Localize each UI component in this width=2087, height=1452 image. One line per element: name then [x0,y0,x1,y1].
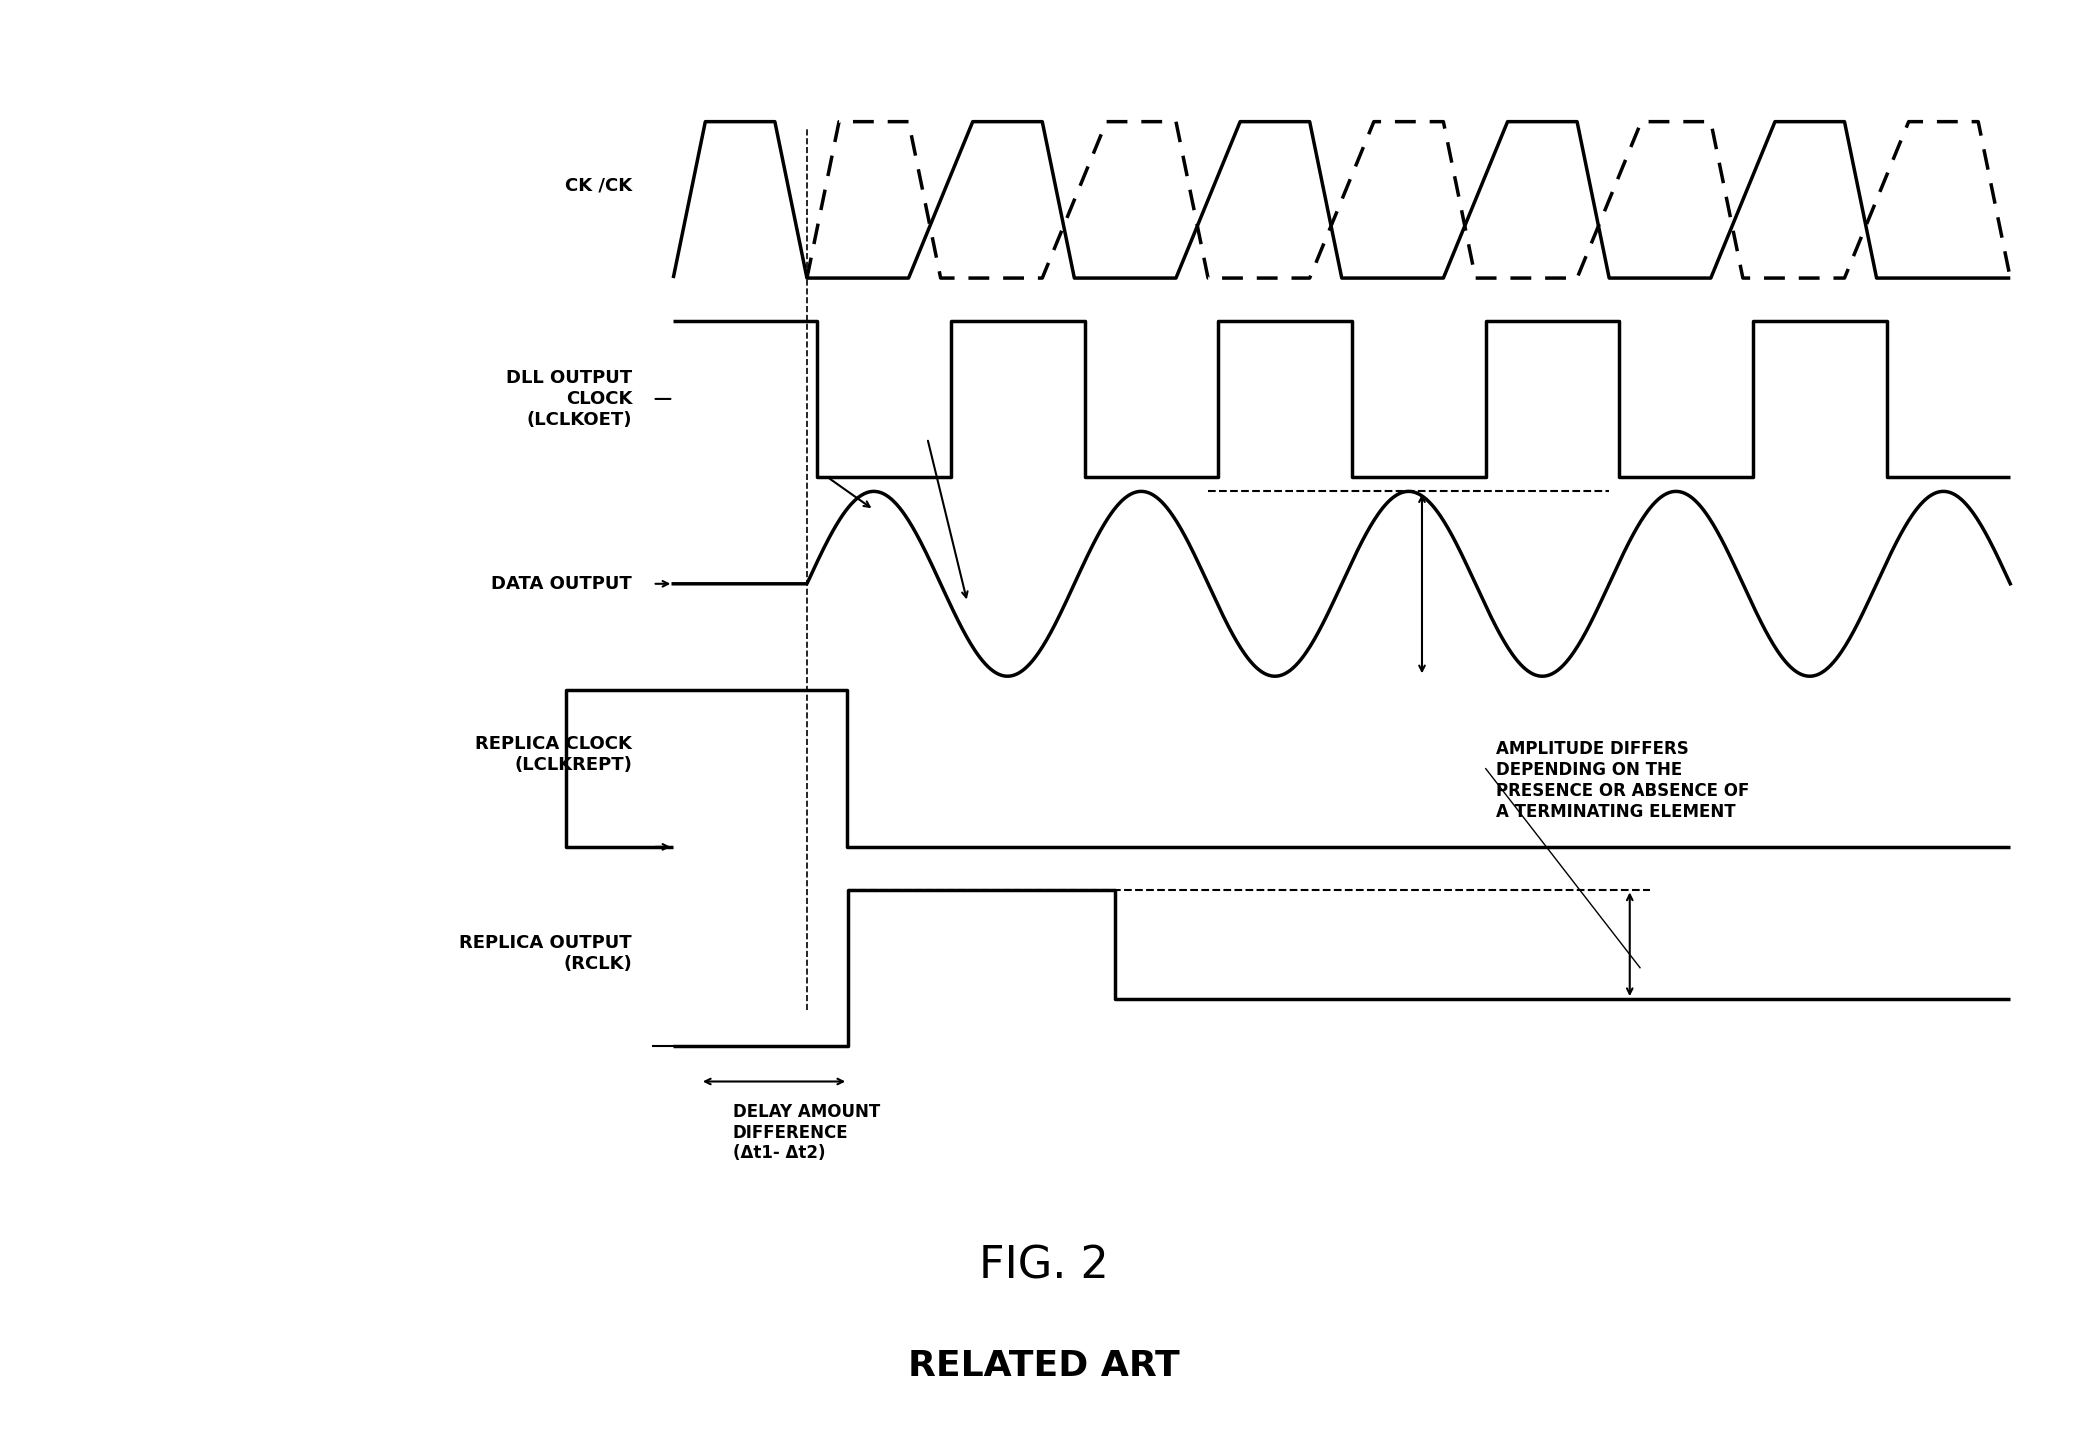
Text: DLL OUTPUT
CLOCK
(LCLKOET): DLL OUTPUT CLOCK (LCLKOET) [505,369,632,428]
Text: DATA OUTPUT: DATA OUTPUT [490,575,632,592]
Text: AMPLITUDE DIFFERS
DEPENDING ON THE
PRESENCE OR ABSENCE OF
A TERMINATING ELEMENT: AMPLITUDE DIFFERS DEPENDING ON THE PRESE… [1496,741,1749,820]
Text: FIG. 2: FIG. 2 [979,1244,1108,1288]
Text: RELATED ART: RELATED ART [908,1349,1179,1382]
Text: DELAY AMOUNT
DIFFERENCE
(Δt1- Δt2): DELAY AMOUNT DIFFERENCE (Δt1- Δt2) [733,1104,881,1163]
Text: REPLICA CLOCK
(LCLKREPT): REPLICA CLOCK (LCLKREPT) [476,735,632,774]
Text: CK /CK: CK /CK [566,177,632,195]
Text: REPLICA OUTPUT
(RCLK): REPLICA OUTPUT (RCLK) [459,934,632,973]
